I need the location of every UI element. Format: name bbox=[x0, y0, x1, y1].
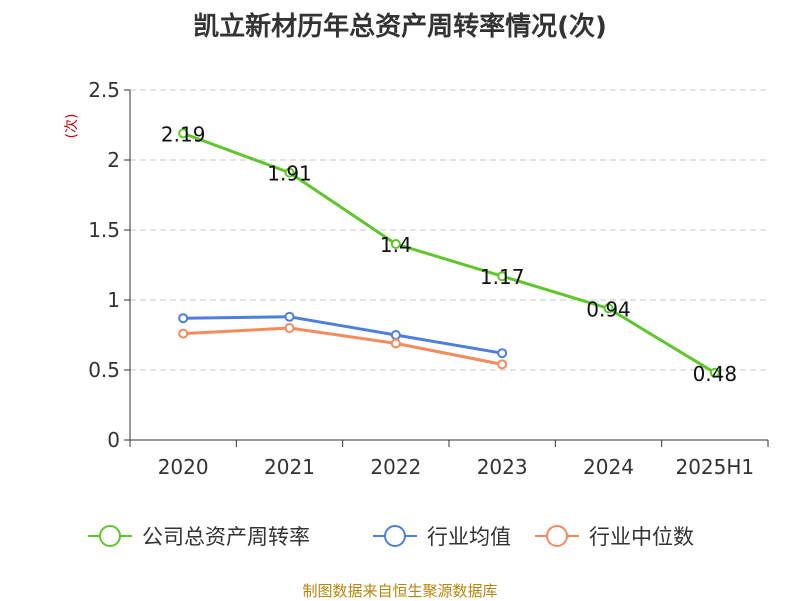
y-tick-label: 1.5 bbox=[88, 218, 120, 242]
legend-marker-3 bbox=[546, 525, 568, 547]
x-tick-label: 2021 bbox=[264, 455, 315, 479]
data-point bbox=[390, 338, 401, 349]
axes: 0 0.5 1 1.5 2 2.5 2020 2021 2022 2023 2024 2025H1 bbox=[88, 78, 769, 479]
legend-marker-2 bbox=[384, 525, 406, 547]
data-point bbox=[390, 330, 401, 340]
legend-label-3: 行业中位数 bbox=[589, 525, 694, 549]
data-point bbox=[709, 367, 720, 378]
data-point bbox=[390, 239, 401, 249]
x-tick-label: 2024 bbox=[583, 455, 634, 479]
data-point bbox=[284, 311, 295, 322]
y-tick-label: 0.5 bbox=[88, 358, 120, 382]
data-label: 0.94 bbox=[586, 297, 631, 321]
y-tick-label: 2 bbox=[107, 148, 120, 172]
y-tick-label: 1 bbox=[107, 288, 120, 312]
y-tick-label: 0 bbox=[107, 428, 120, 452]
data-labels-layer: 2.19 1.91 1.4 1.17 0.94 0.48 bbox=[161, 122, 737, 385]
data-point bbox=[178, 128, 189, 139]
data-point bbox=[497, 348, 508, 359]
y-axis-label: (次) bbox=[64, 114, 80, 139]
series-line-3 bbox=[183, 326, 503, 366]
data-label: 1.91 bbox=[267, 162, 312, 186]
source-note: 制图数据来自恒生聚源数据库 bbox=[302, 582, 498, 600]
data-label: 1.17 bbox=[480, 265, 525, 289]
series-layer bbox=[178, 128, 720, 378]
y-tick-label: 2.5 bbox=[88, 78, 120, 102]
x-tick-label: 2023 bbox=[477, 455, 528, 479]
legend-label-2: 行业均值 bbox=[427, 525, 511, 549]
series-line-2 bbox=[183, 315, 503, 355]
legend-label-1: 公司总资产周转率 bbox=[142, 525, 310, 549]
data-point bbox=[178, 313, 189, 324]
x-tick-label: 2025H1 bbox=[675, 455, 754, 479]
data-point bbox=[284, 323, 295, 333]
gridlines bbox=[130, 89, 768, 371]
data-point bbox=[603, 303, 614, 314]
data-point bbox=[178, 328, 189, 339]
data-label: 1.4 bbox=[380, 233, 412, 257]
legend-marker-1 bbox=[99, 525, 121, 547]
data-point bbox=[497, 359, 508, 370]
legend: 公司总资产周转率 行业均值 行业中位数 bbox=[88, 525, 694, 549]
series-line-1 bbox=[182, 131, 716, 375]
data-point bbox=[497, 271, 508, 282]
data-label: 2.19 bbox=[161, 122, 206, 146]
data-point bbox=[284, 167, 295, 178]
data-label: 0.48 bbox=[693, 362, 738, 386]
x-tick-label: 2020 bbox=[158, 455, 209, 479]
chart-title: 凯立新材历年总资产周转率情况(次) bbox=[193, 12, 607, 42]
x-tick-label: 2022 bbox=[370, 455, 421, 479]
